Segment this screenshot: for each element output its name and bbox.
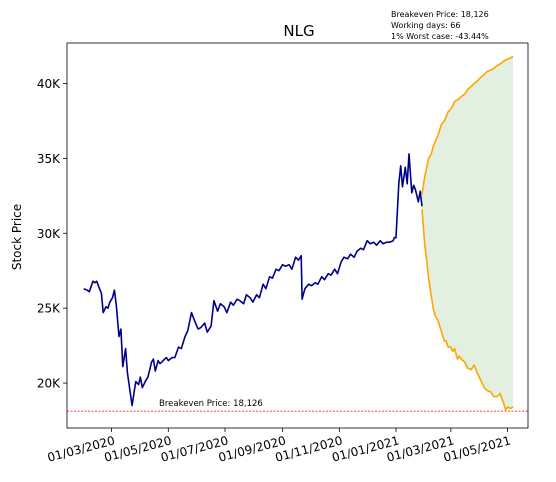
y-tick-label: 30K [37,227,61,241]
info-breakeven-price: Breakeven Price: 18,126 [391,10,489,19]
y-tick-label: 40K [37,77,61,91]
y-tick-label: 25K [37,302,61,316]
y-tick-label: 20K [37,377,61,391]
info-working-days: Working days: 66 [391,21,460,30]
y-axis-label: Stock Price [10,204,24,270]
info-worst-case: 1% Worst case: -43.44% [391,32,489,41]
y-tick-label: 35K [37,152,61,166]
breakeven-label: Breakeven Price: 18,126 [159,399,263,409]
chart-title: NLG [283,22,314,40]
